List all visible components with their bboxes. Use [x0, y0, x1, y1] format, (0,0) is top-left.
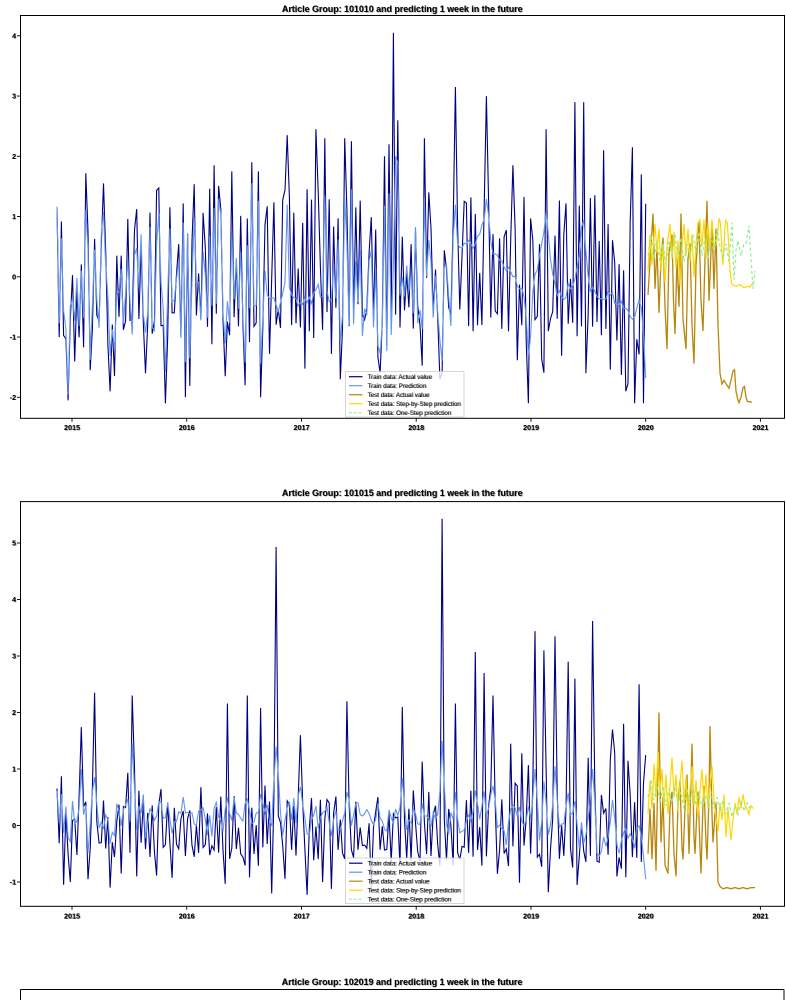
svg-text:2017: 2017: [294, 423, 310, 432]
svg-text:-2: -2: [10, 393, 16, 402]
svg-text:0: 0: [12, 272, 16, 281]
svg-text:Train data: Actual value: Train data: Actual value: [368, 374, 433, 381]
svg-text:Train data: Prediction: Train data: Prediction: [368, 869, 427, 876]
svg-text:-1: -1: [10, 333, 16, 342]
svg-text:Test data: Step-by-Step predic: Test data: Step-by-Step prediction: [368, 887, 462, 894]
svg-text:-1: -1: [10, 878, 16, 887]
svg-text:2021: 2021: [752, 912, 768, 921]
svg-text:2: 2: [12, 708, 16, 717]
svg-text:0: 0: [12, 821, 16, 830]
svg-text:1: 1: [12, 212, 16, 221]
svg-text:1: 1: [12, 765, 16, 774]
svg-text:4: 4: [12, 31, 16, 40]
svg-text:5: 5: [12, 539, 16, 548]
svg-text:Article Group: 102019 and pred: Article Group: 102019 and predicting 1 w…: [282, 977, 523, 987]
svg-text:Test data: Step-by-Step predic: Test data: Step-by-Step prediction: [368, 401, 462, 408]
svg-text:3: 3: [12, 652, 16, 661]
svg-text:Train data: Prediction: Train data: Prediction: [368, 383, 427, 390]
svg-text:Test data: Actual value: Test data: Actual value: [368, 392, 430, 399]
svg-text:Test data: One-Step prediction: Test data: One-Step prediction: [368, 410, 452, 417]
svg-text:2019: 2019: [523, 423, 539, 432]
svg-text:2021: 2021: [752, 423, 768, 432]
svg-text:2016: 2016: [179, 912, 195, 921]
svg-text:4: 4: [12, 595, 16, 604]
svg-text:2017: 2017: [294, 912, 310, 921]
svg-text:2: 2: [12, 152, 16, 161]
svg-text:2020: 2020: [638, 423, 654, 432]
svg-text:3: 3: [12, 92, 16, 101]
svg-text:2018: 2018: [408, 912, 424, 921]
svg-text:Article Group: 101015 and pred: Article Group: 101015 and predicting 1 w…: [282, 488, 523, 498]
svg-text:Article Group: 101010 and pred: Article Group: 101010 and predicting 1 w…: [282, 4, 523, 14]
svg-text:2019: 2019: [523, 912, 539, 921]
svg-text:2015: 2015: [64, 423, 80, 432]
svg-text:2020: 2020: [638, 912, 654, 921]
svg-text:Test data: Actual value: Test data: Actual value: [368, 878, 430, 885]
svg-text:Test data: One-Step prediction: Test data: One-Step prediction: [368, 896, 452, 903]
svg-text:2018: 2018: [408, 423, 424, 432]
svg-text:Train data: Actual value: Train data: Actual value: [368, 860, 433, 867]
svg-text:2015: 2015: [64, 912, 80, 921]
svg-text:2016: 2016: [179, 423, 195, 432]
